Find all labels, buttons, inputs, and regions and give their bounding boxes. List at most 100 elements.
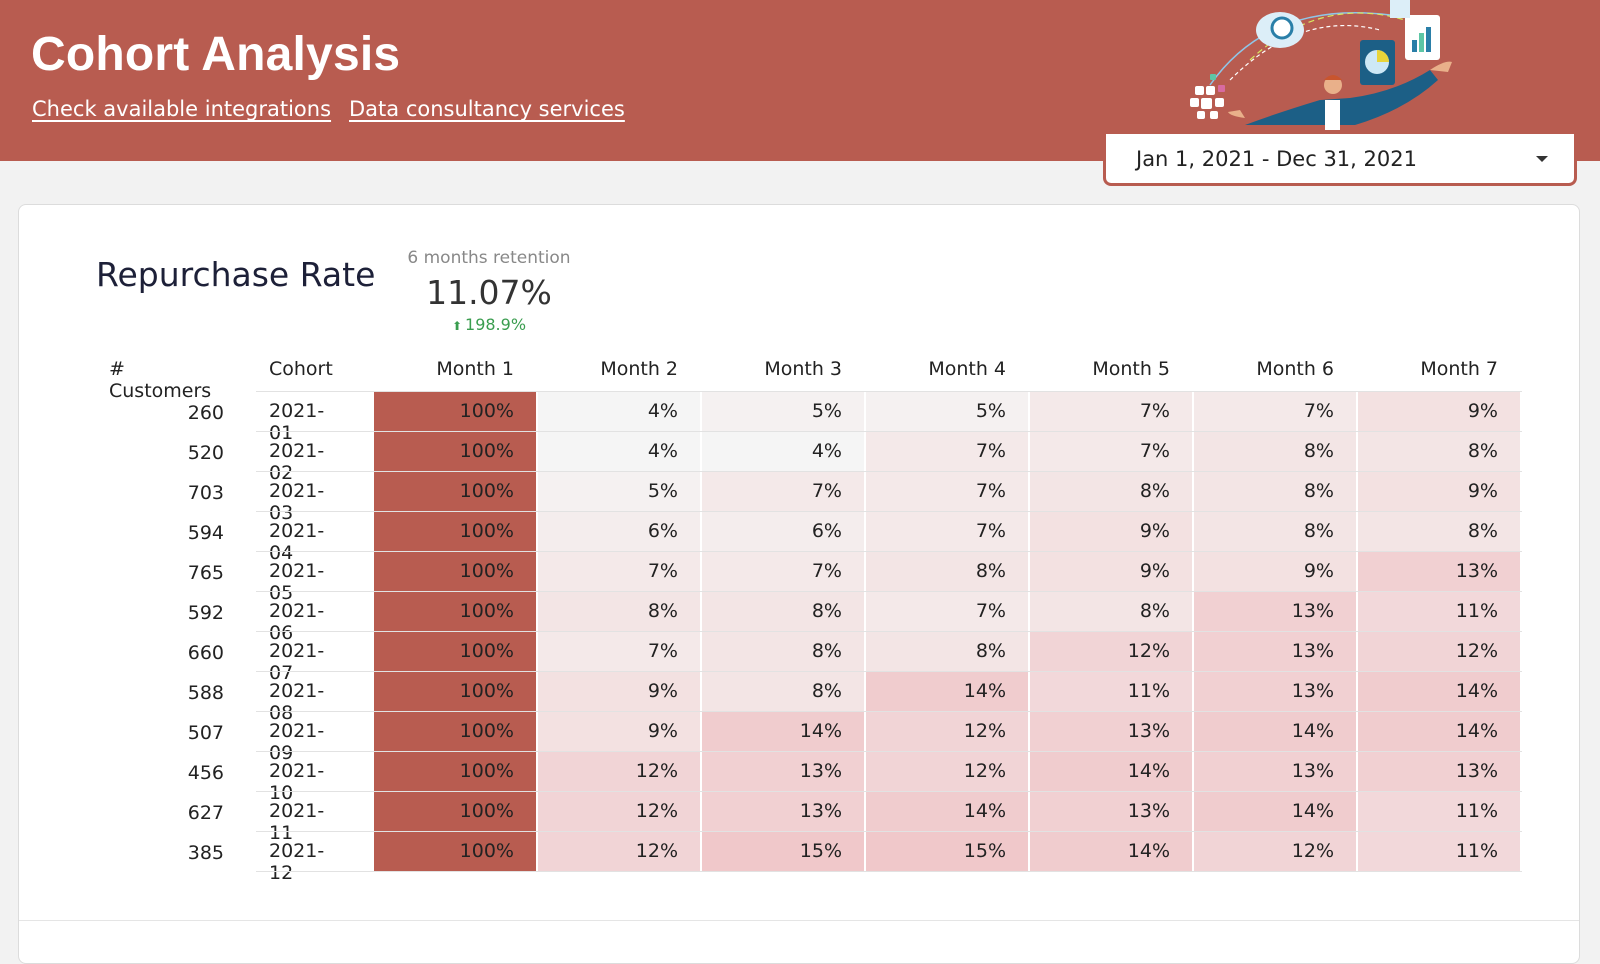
customer-count: 520 (187, 442, 224, 464)
retention-cell: 14% (866, 672, 1028, 711)
customer-count: 260 (187, 402, 224, 424)
kpi-label: 6 months retention (407, 248, 571, 268)
retention-cell: 8% (702, 592, 864, 631)
header-month-6: Month 6 (1256, 358, 1334, 380)
retention-cell: 4% (538, 392, 700, 431)
retention-cell: 14% (702, 712, 864, 751)
customer-count: 660 (187, 642, 224, 664)
retention-cell: 7% (702, 552, 864, 591)
row-divider (256, 591, 1522, 592)
cohort-label: 2021-07 (269, 640, 325, 684)
row-divider (256, 511, 1522, 512)
page-title: Cohort Analysis (31, 28, 401, 81)
retention-cell: 5% (702, 392, 864, 431)
retention-cell: 12% (1030, 632, 1192, 671)
retention-cell: 7% (1030, 392, 1192, 431)
header-cohort: Cohort (269, 358, 333, 380)
retention-cell: 13% (1030, 792, 1192, 831)
retention-cell: 100% (374, 432, 536, 471)
card-title: Repurchase Rate (96, 255, 376, 294)
retention-cell: 100% (374, 392, 536, 431)
header-month-2: Month 2 (600, 358, 678, 380)
retention-cell: 11% (1358, 792, 1520, 831)
retention-cell: 11% (1030, 672, 1192, 711)
retention-cell: 7% (538, 552, 700, 591)
retention-cell: 7% (866, 432, 1028, 471)
cohort-label: 2021-02 (269, 440, 325, 484)
consultancy-link[interactable]: Data consultancy services (349, 97, 625, 121)
retention-cell: 12% (866, 712, 1028, 751)
cohort-label: 2021-12 (269, 840, 325, 884)
header-month-3: Month 3 (764, 358, 842, 380)
integrations-link[interactable]: Check available integrations (32, 97, 332, 121)
retention-cell: 13% (1358, 752, 1520, 791)
retention-cell: 100% (374, 792, 536, 831)
retention-cell: 14% (1030, 832, 1192, 871)
retention-cell: 6% (538, 512, 700, 551)
retention-cell: 100% (374, 632, 536, 671)
analytics-illustration-icon (1190, 0, 1452, 130)
retention-cell: 9% (538, 712, 700, 751)
retention-cell: 7% (702, 472, 864, 511)
kpi-value: 11.07% (426, 273, 552, 312)
header-month-5: Month 5 (1092, 358, 1170, 380)
customer-count: 507 (187, 722, 224, 744)
retention-cell: 12% (1194, 832, 1356, 871)
retention-cell: 14% (1194, 712, 1356, 751)
retention-cell: 8% (1030, 592, 1192, 631)
retention-cell: 9% (1194, 552, 1356, 591)
retention-cell: 14% (866, 792, 1028, 831)
cohort-label: 2021-04 (269, 520, 325, 564)
row-divider (256, 631, 1522, 632)
cohort-label: 2021-05 (269, 560, 325, 604)
customer-count: 592 (187, 602, 224, 624)
kpi-change-value: 198.9% (465, 315, 527, 334)
retention-cell: 12% (538, 752, 700, 791)
retention-cell: 13% (702, 792, 864, 831)
cohort-label: 2021-03 (269, 480, 325, 524)
retention-cell: 100% (374, 512, 536, 551)
retention-cell: 8% (1358, 432, 1520, 471)
cohort-label: 2021-06 (269, 600, 325, 644)
retention-cell: 100% (374, 552, 536, 591)
row-divider (256, 551, 1522, 552)
retention-cell: 9% (538, 672, 700, 711)
retention-cell: 11% (1358, 592, 1520, 631)
retention-cell: 15% (702, 832, 864, 871)
retention-cell: 5% (866, 392, 1028, 431)
retention-cell: 8% (1194, 512, 1356, 551)
retention-cell: 9% (1358, 472, 1520, 511)
customer-count: 703 (187, 482, 224, 504)
retention-cell: 7% (866, 512, 1028, 551)
retention-cell: 100% (374, 712, 536, 751)
retention-cell: 8% (1030, 472, 1192, 511)
date-range-value: Jan 1, 2021 - Dec 31, 2021 (1136, 147, 1417, 171)
retention-cell: 8% (702, 672, 864, 711)
retention-cell: 8% (538, 592, 700, 631)
retention-cell: 100% (374, 592, 536, 631)
customer-count: 627 (187, 802, 224, 824)
date-range-picker[interactable]: Jan 1, 2021 - Dec 31, 2021 (1103, 134, 1577, 186)
retention-cell: 8% (866, 552, 1028, 591)
customer-count: 385 (187, 842, 224, 864)
row-divider (256, 791, 1522, 792)
retention-cell: 8% (1194, 432, 1356, 471)
customer-count: 588 (187, 682, 224, 704)
retention-cell: 100% (374, 472, 536, 511)
header-customers: # Customers (109, 358, 212, 402)
retention-cell: 8% (1358, 512, 1520, 551)
header-month-1: Month 1 (436, 358, 514, 380)
customer-count: 456 (187, 762, 224, 784)
header-month-4: Month 4 (928, 358, 1006, 380)
cohort-label: 2021-08 (269, 680, 325, 724)
cohort-label: 2021-01 (269, 400, 325, 444)
customer-count: 765 (187, 562, 224, 584)
row-divider (256, 871, 1522, 872)
retention-cell: 7% (538, 632, 700, 671)
row-divider (256, 471, 1522, 472)
retention-cell: 13% (1194, 632, 1356, 671)
retention-cell: 13% (1194, 752, 1356, 791)
header-banner: Cohort Analysis Check available integrat… (0, 0, 1600, 161)
kpi-change: ⬆ 198.9% (399, 315, 579, 334)
cohort-label: 2021-09 (269, 720, 325, 764)
